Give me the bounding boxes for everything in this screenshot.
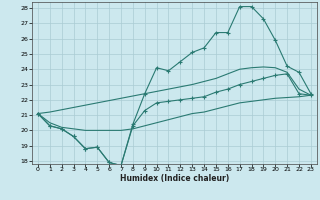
X-axis label: Humidex (Indice chaleur): Humidex (Indice chaleur) xyxy=(120,174,229,183)
